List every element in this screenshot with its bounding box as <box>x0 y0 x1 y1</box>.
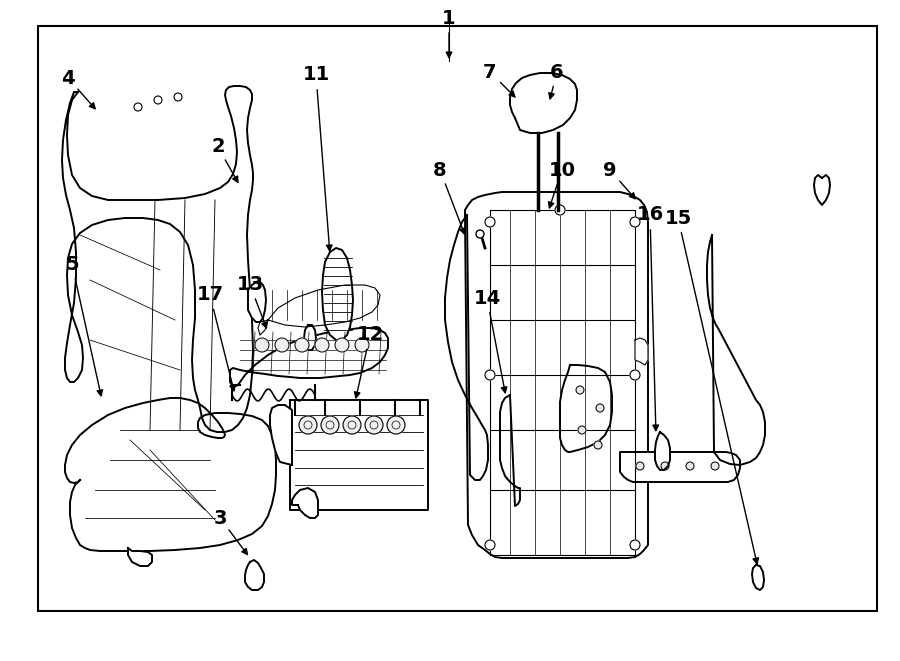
Text: 16: 16 <box>636 206 663 225</box>
Polygon shape <box>304 325 316 350</box>
Circle shape <box>154 96 162 104</box>
Polygon shape <box>245 560 264 590</box>
Circle shape <box>686 462 694 470</box>
Circle shape <box>630 540 640 550</box>
Text: 7: 7 <box>483 63 497 81</box>
Circle shape <box>578 426 586 434</box>
Circle shape <box>255 338 269 352</box>
Text: 15: 15 <box>664 208 691 227</box>
Text: 3: 3 <box>213 508 227 527</box>
Text: 2: 2 <box>212 137 225 157</box>
Text: 5: 5 <box>65 254 79 274</box>
Text: 8: 8 <box>433 161 446 180</box>
Polygon shape <box>635 338 648 365</box>
Text: 1: 1 <box>442 9 455 28</box>
Polygon shape <box>292 488 318 518</box>
Circle shape <box>661 462 669 470</box>
Polygon shape <box>230 328 388 387</box>
Text: 13: 13 <box>237 276 264 295</box>
Polygon shape <box>322 248 353 340</box>
Polygon shape <box>270 405 292 465</box>
Text: 12: 12 <box>356 325 383 344</box>
Polygon shape <box>465 192 648 558</box>
Polygon shape <box>655 432 670 470</box>
Circle shape <box>711 462 719 470</box>
Circle shape <box>134 103 142 111</box>
Circle shape <box>335 338 349 352</box>
Text: 11: 11 <box>302 65 329 85</box>
Polygon shape <box>814 175 830 205</box>
Circle shape <box>299 416 317 434</box>
Polygon shape <box>752 565 764 590</box>
Polygon shape <box>258 285 380 335</box>
Circle shape <box>576 386 584 394</box>
Circle shape <box>485 540 495 550</box>
Circle shape <box>355 338 369 352</box>
Polygon shape <box>65 398 276 551</box>
Circle shape <box>596 404 604 412</box>
Polygon shape <box>128 548 152 566</box>
Polygon shape <box>560 365 612 452</box>
Bar <box>38 26 877 611</box>
Text: 10: 10 <box>548 161 575 180</box>
Circle shape <box>485 370 495 380</box>
Circle shape <box>174 93 182 101</box>
Circle shape <box>275 338 289 352</box>
Circle shape <box>365 416 383 434</box>
Circle shape <box>485 217 495 227</box>
Circle shape <box>315 338 329 352</box>
Polygon shape <box>290 400 428 510</box>
Circle shape <box>476 230 484 238</box>
Circle shape <box>594 441 602 449</box>
Text: 4: 4 <box>61 69 75 87</box>
Polygon shape <box>510 73 577 133</box>
Circle shape <box>630 217 640 227</box>
Polygon shape <box>620 452 740 482</box>
Text: 17: 17 <box>196 286 223 305</box>
Polygon shape <box>62 86 253 432</box>
Polygon shape <box>248 282 266 322</box>
Text: 14: 14 <box>473 288 500 307</box>
Circle shape <box>343 416 361 434</box>
Polygon shape <box>500 395 520 506</box>
Circle shape <box>636 462 644 470</box>
Circle shape <box>555 205 565 215</box>
Polygon shape <box>707 235 765 465</box>
Text: 6: 6 <box>550 63 563 81</box>
Circle shape <box>295 338 309 352</box>
Circle shape <box>630 370 640 380</box>
Circle shape <box>321 416 339 434</box>
Circle shape <box>387 416 405 434</box>
Text: 9: 9 <box>603 161 616 180</box>
